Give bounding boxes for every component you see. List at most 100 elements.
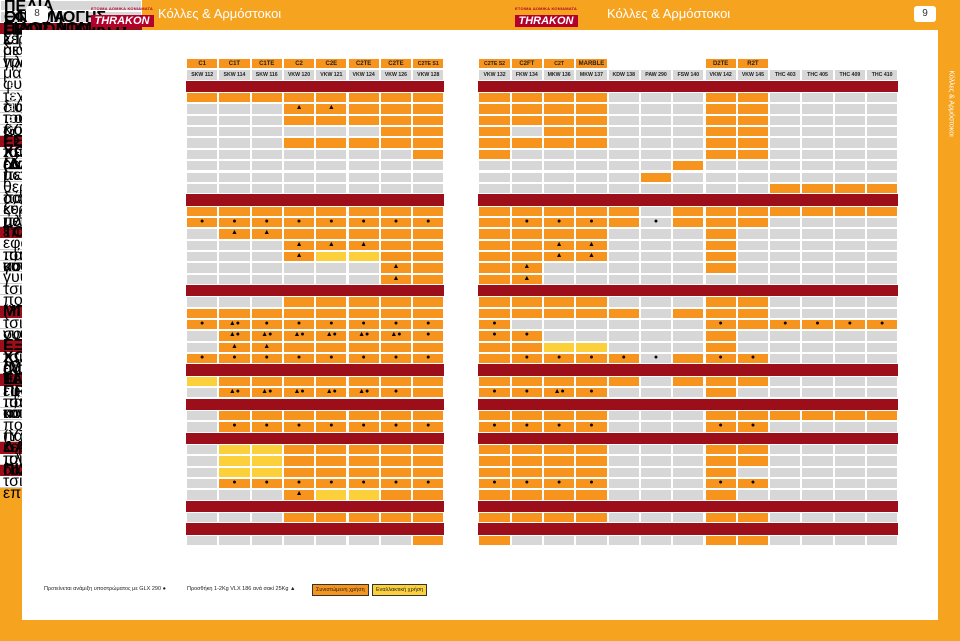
table-cell (218, 171, 251, 183)
dot-icon: ● (264, 354, 269, 362)
table-cell (218, 103, 251, 115)
table-cell (833, 160, 866, 172)
section-bar-left (186, 432, 445, 444)
table-cell (510, 489, 543, 501)
group-header: R2T (736, 58, 770, 70)
table-cell (347, 387, 380, 399)
table-cell (543, 103, 576, 115)
table-cell (575, 330, 608, 342)
table-cell (833, 409, 866, 422)
table-cell (250, 216, 283, 229)
dot-icon: ● (329, 320, 334, 328)
table-cell (833, 387, 866, 399)
page-title-right: Κόλλες & Αρμόστοκοι (607, 6, 731, 21)
table-cell (704, 205, 737, 217)
table-cell (704, 171, 737, 183)
table-cell (315, 228, 348, 240)
table-cell (510, 375, 543, 388)
table-cell (639, 375, 673, 388)
dot-icon: ● (296, 320, 302, 328)
table-cell (575, 512, 608, 524)
table-cell (736, 126, 770, 138)
triangle-icon: ▲ (555, 240, 563, 248)
table-cell (543, 148, 576, 161)
table-cell (736, 330, 770, 342)
table-cell (866, 466, 899, 478)
table-cell (315, 319, 348, 331)
table-cell (575, 353, 608, 365)
table-cell (801, 296, 834, 308)
table-cell (704, 353, 737, 365)
table-cell (412, 103, 445, 115)
table-cell (575, 103, 608, 115)
section-bar-right (478, 285, 899, 297)
section-bar-left (186, 80, 445, 93)
table-cell (186, 182, 219, 195)
table-cell (607, 228, 640, 240)
product-header: FKW 134 (510, 69, 543, 81)
table-cell (315, 512, 348, 524)
table-cell (478, 341, 511, 354)
table-cell (543, 182, 576, 195)
dot-icon: ● (718, 354, 723, 362)
table-cell (412, 319, 445, 331)
table-cell (607, 239, 640, 251)
table-cell (736, 307, 770, 320)
legend-alternative: Εναλλακτική χρήση (372, 584, 428, 596)
table-cell (315, 353, 348, 365)
table-cell (478, 114, 511, 127)
table-cell (282, 126, 316, 138)
table-cell (607, 330, 640, 342)
table-cell (379, 239, 413, 251)
table-cell (478, 228, 511, 240)
table-cell (347, 92, 380, 104)
table-cell (347, 148, 380, 161)
table-cell (769, 216, 802, 229)
table-cell (704, 330, 737, 342)
table-cell (607, 262, 640, 274)
table-cell (510, 103, 543, 115)
table-cell (866, 330, 899, 342)
table-cell (218, 512, 251, 524)
table-cell (769, 148, 802, 161)
table-cell (543, 409, 576, 422)
table-cell (672, 319, 705, 331)
table-cell (412, 114, 445, 127)
table-cell (672, 216, 705, 229)
table-cell (282, 262, 316, 274)
table-cell (412, 330, 445, 342)
table-cell (575, 205, 608, 217)
table-cell (218, 341, 251, 354)
table-cell (639, 228, 673, 240)
table-cell (379, 387, 413, 399)
table-cell (736, 455, 770, 467)
table-cell (282, 353, 316, 365)
table-cell (315, 205, 348, 217)
table-cell (575, 421, 608, 433)
table-cell (866, 296, 899, 308)
table-cell (347, 512, 380, 524)
table-cell (315, 296, 348, 308)
dot-icon: ● (426, 422, 431, 430)
table-cell (575, 228, 608, 240)
table-cell (736, 160, 770, 172)
dot-icon: ● (589, 217, 594, 225)
table-cell (833, 319, 866, 331)
table-cell (672, 466, 705, 478)
dot-icon: ● (426, 478, 431, 486)
triangle-icon: ▲ (263, 342, 271, 350)
table-cell (769, 262, 802, 274)
table-cell (282, 341, 316, 354)
table-cell (639, 239, 673, 251)
dot-icon: ● (621, 354, 626, 362)
triangle-dot-icon: ▲● (390, 331, 402, 339)
table-cell (866, 319, 899, 331)
table-cell (736, 341, 770, 354)
table-cell (282, 319, 316, 331)
table-cell (543, 126, 576, 138)
table-cell (833, 330, 866, 342)
table-cell (769, 466, 802, 478)
product-header: MKW 137 (575, 69, 608, 81)
table-cell (866, 455, 899, 467)
dot-icon: ● (264, 217, 269, 225)
